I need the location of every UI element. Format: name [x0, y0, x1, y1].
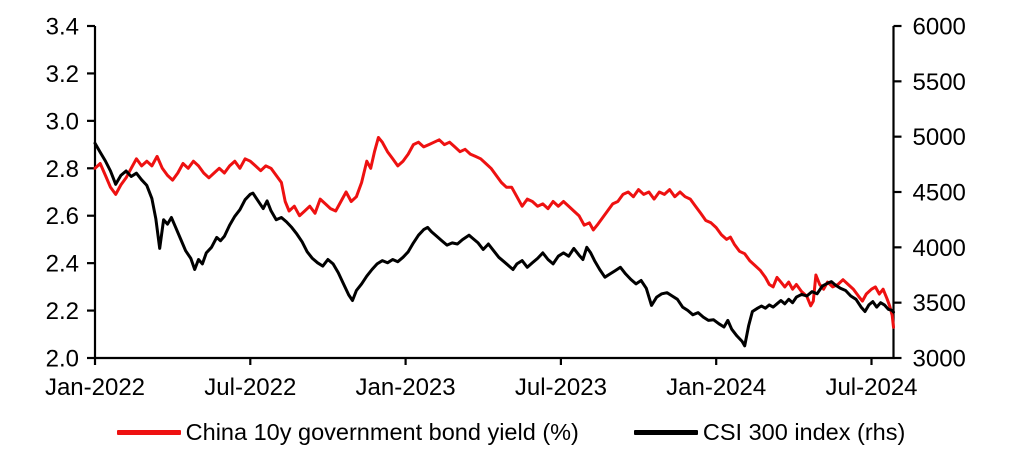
legend-swatch-bond-yield [116, 430, 181, 435]
legend-label-csi300: CSI 300 index (rhs) [702, 419, 906, 445]
right-axis-tick-label: 3500 [913, 290, 966, 317]
x-axis-tick-label: Jul-2023 [515, 374, 607, 401]
left-axis-tick-label: 3.4 [46, 14, 79, 41]
series-line-csi300 [93, 141, 895, 348]
series-line-bond-yield [93, 136, 895, 329]
right-axis-tick-label: 5000 [913, 124, 966, 151]
right-axis-tick-label: 6000 [913, 14, 966, 41]
left-axis-tick-label: 2.4 [46, 251, 79, 278]
x-axis-tick-label: Jan-2023 [356, 374, 456, 401]
legend-swatch-csi300 [633, 430, 698, 435]
left-axis-tick-label: 2.0 [46, 346, 79, 373]
right-axis-tick-label: 4000 [913, 235, 966, 262]
left-axis-tick-label: 2.8 [46, 156, 79, 183]
legend-item-bond-yield: China 10y government bond yield (%) [116, 419, 579, 446]
x-axis-tick-label: Jan-2024 [666, 374, 766, 401]
legend-label-bond-yield: China 10y government bond yield (%) [185, 419, 579, 445]
legend-item-csi300: CSI 300 index (rhs) [633, 419, 906, 446]
left-axis-tick-label: 2.6 [46, 203, 79, 230]
right-axis-tick-label: 5500 [913, 69, 966, 96]
x-axis-tick-label: Jan-2022 [45, 374, 145, 401]
left-axis-tick-label: 2.2 [46, 298, 79, 325]
legend: China 10y government bond yield (%) CSI … [0, 419, 1022, 446]
right-axis-tick-label: 4500 [913, 180, 966, 207]
x-axis-tick-label: Jul-2022 [204, 374, 296, 401]
left-axis-tick-label: 3.2 [46, 61, 79, 88]
right-axis-tick-label: 3000 [913, 346, 966, 373]
left-axis-tick-label: 3.0 [46, 108, 79, 135]
x-axis-tick-label: Jul-2024 [825, 374, 917, 401]
